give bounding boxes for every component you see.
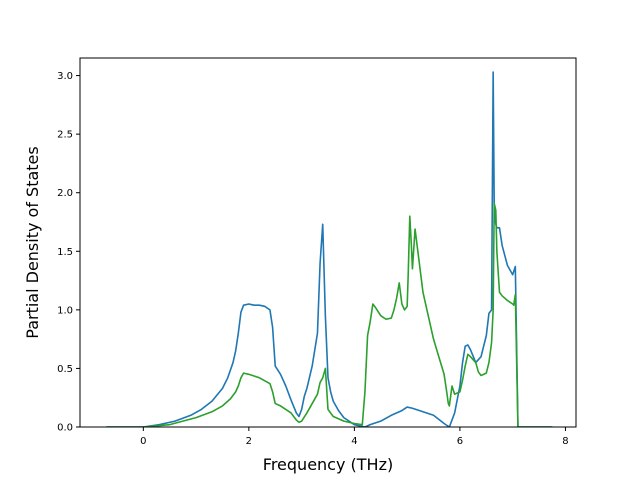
y-tick-label: 2.0 [57, 188, 73, 199]
y-tick-label: 1.5 [57, 247, 73, 258]
x-tick-label: 8 [562, 436, 568, 447]
x-axis-label: Frequency (THz) [263, 455, 393, 474]
series-line-2 [106, 202, 553, 427]
x-tick-label: 2 [246, 436, 252, 447]
y-tick-label: 0.0 [57, 423, 73, 434]
y-tick-label: 3.0 [57, 71, 73, 82]
y-axis-ticks: 0.0 0.5 1.0 1.5 2.0 2.5 3.0 [57, 71, 80, 434]
x-tick-label: 6 [457, 436, 463, 447]
series-lines [106, 71, 553, 427]
series-line-1 [106, 71, 553, 427]
y-axis-label: Partial Density of States [23, 146, 42, 338]
axes-frame [79, 57, 577, 428]
x-tick-label: 0 [140, 436, 146, 447]
x-tick-label: 4 [351, 436, 357, 447]
y-tick-label: 2.5 [57, 130, 73, 141]
y-tick-label: 1.0 [57, 305, 73, 316]
x-axis-ticks: 0 2 4 6 8 [140, 427, 569, 447]
y-tick-label: 0.5 [57, 364, 73, 375]
